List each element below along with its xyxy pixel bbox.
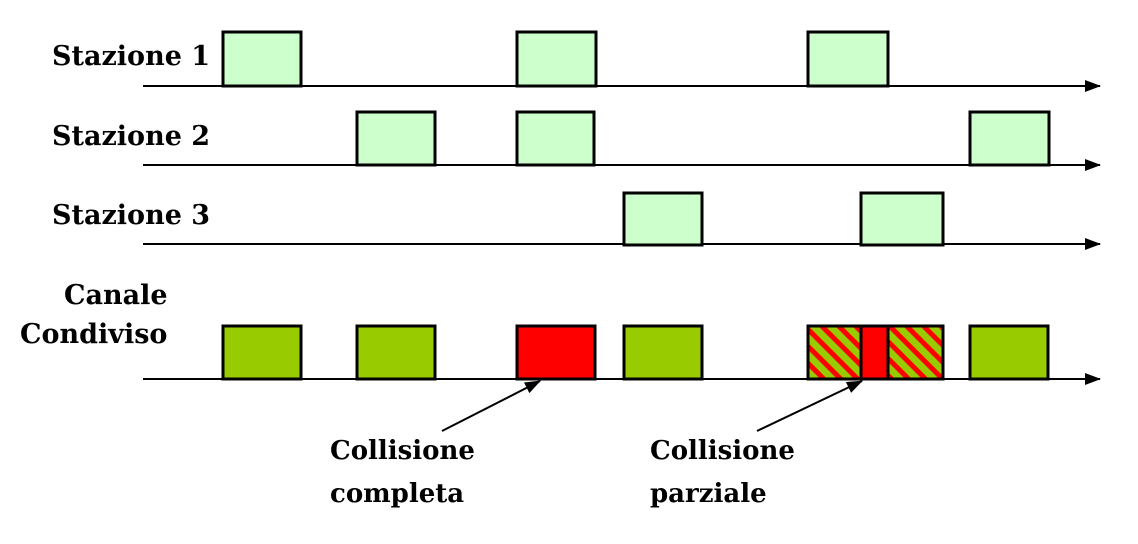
channel-frame-partial-collision xyxy=(806,324,945,381)
station-1-frame xyxy=(806,30,890,88)
station-1-frame xyxy=(221,30,303,88)
complete-collision-arrow xyxy=(441,380,541,432)
station-3-label: Stazione 3 xyxy=(52,200,210,231)
partial-collision-label-line2: parziale xyxy=(650,479,767,509)
channel-frame-success xyxy=(355,324,437,381)
channel-frame-success xyxy=(968,324,1050,381)
station-3-frame xyxy=(859,191,945,247)
partial-collision-arrow xyxy=(756,380,863,432)
channel-label-line2: Condiviso xyxy=(20,319,167,350)
channel-frame-success xyxy=(622,324,704,381)
partial-collision-overlap xyxy=(859,324,890,381)
station-2-frame xyxy=(968,110,1051,167)
complete-collision-label-line1: Collisione xyxy=(330,436,475,466)
complete-collision-label-line2: completa xyxy=(330,479,464,509)
station-1-label: Stazione 1 xyxy=(52,41,210,72)
station-3-frame xyxy=(622,191,704,247)
station-2-frame xyxy=(355,110,437,167)
station-2-label: Stazione 2 xyxy=(52,121,210,152)
channel-frame-complete-collision xyxy=(515,324,597,381)
shared-channel-row: Canale Condiviso xyxy=(20,280,1101,385)
channel-frame-success xyxy=(221,324,303,381)
station-3-row: Stazione 3 xyxy=(52,191,1101,250)
partial-collision-annotation: Collisione parziale xyxy=(650,380,863,509)
station-1-row: Stazione 1 xyxy=(52,30,1101,92)
partial-collision-label-line1: Collisione xyxy=(650,436,795,466)
complete-collision-annotation: Collisione completa xyxy=(330,380,541,509)
station-1-frame xyxy=(515,30,598,88)
station-2-row: Stazione 2 xyxy=(52,110,1101,171)
station-2-frame xyxy=(515,110,596,167)
channel-label-line1: Canale xyxy=(64,280,168,311)
